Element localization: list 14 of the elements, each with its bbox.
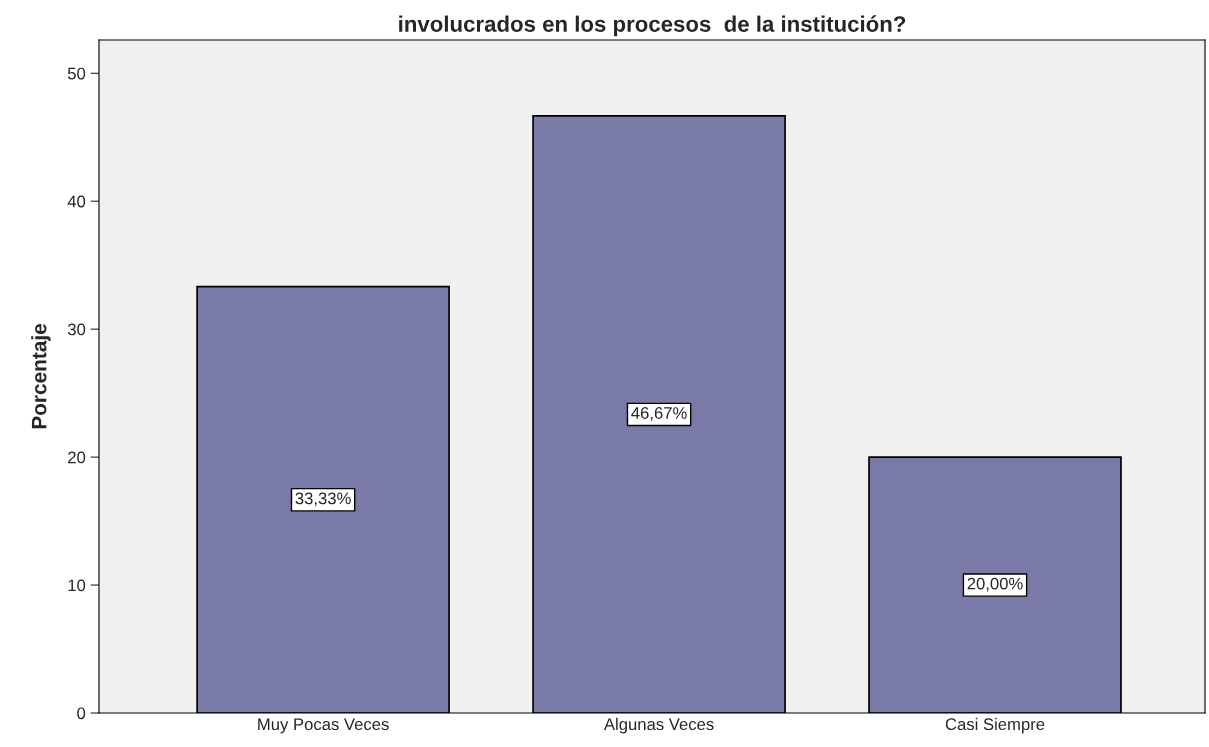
y-tick-label: 10 xyxy=(68,579,86,592)
y-tick-label: 0 xyxy=(77,707,86,720)
y-tick-label: 20 xyxy=(68,451,86,464)
data-label: 20,00% xyxy=(967,577,1023,592)
data-label: 33,33% xyxy=(295,492,351,507)
x-tick-label: Muy Pocas Veces xyxy=(258,718,389,734)
y-tick-label: 30 xyxy=(67,323,86,336)
x-tick-label: Algunas Veces xyxy=(603,717,714,734)
data-label: 46,67% xyxy=(631,407,687,421)
chart-title: involucrados en los procesos de la institución? xyxy=(399,15,906,37)
x-tick-label: Casi Siempre xyxy=(945,717,1045,734)
y-tick-label: 40 xyxy=(67,195,86,208)
y-axis-title: Porcentaje xyxy=(31,323,51,429)
y-tick-label: 50 xyxy=(67,67,86,80)
